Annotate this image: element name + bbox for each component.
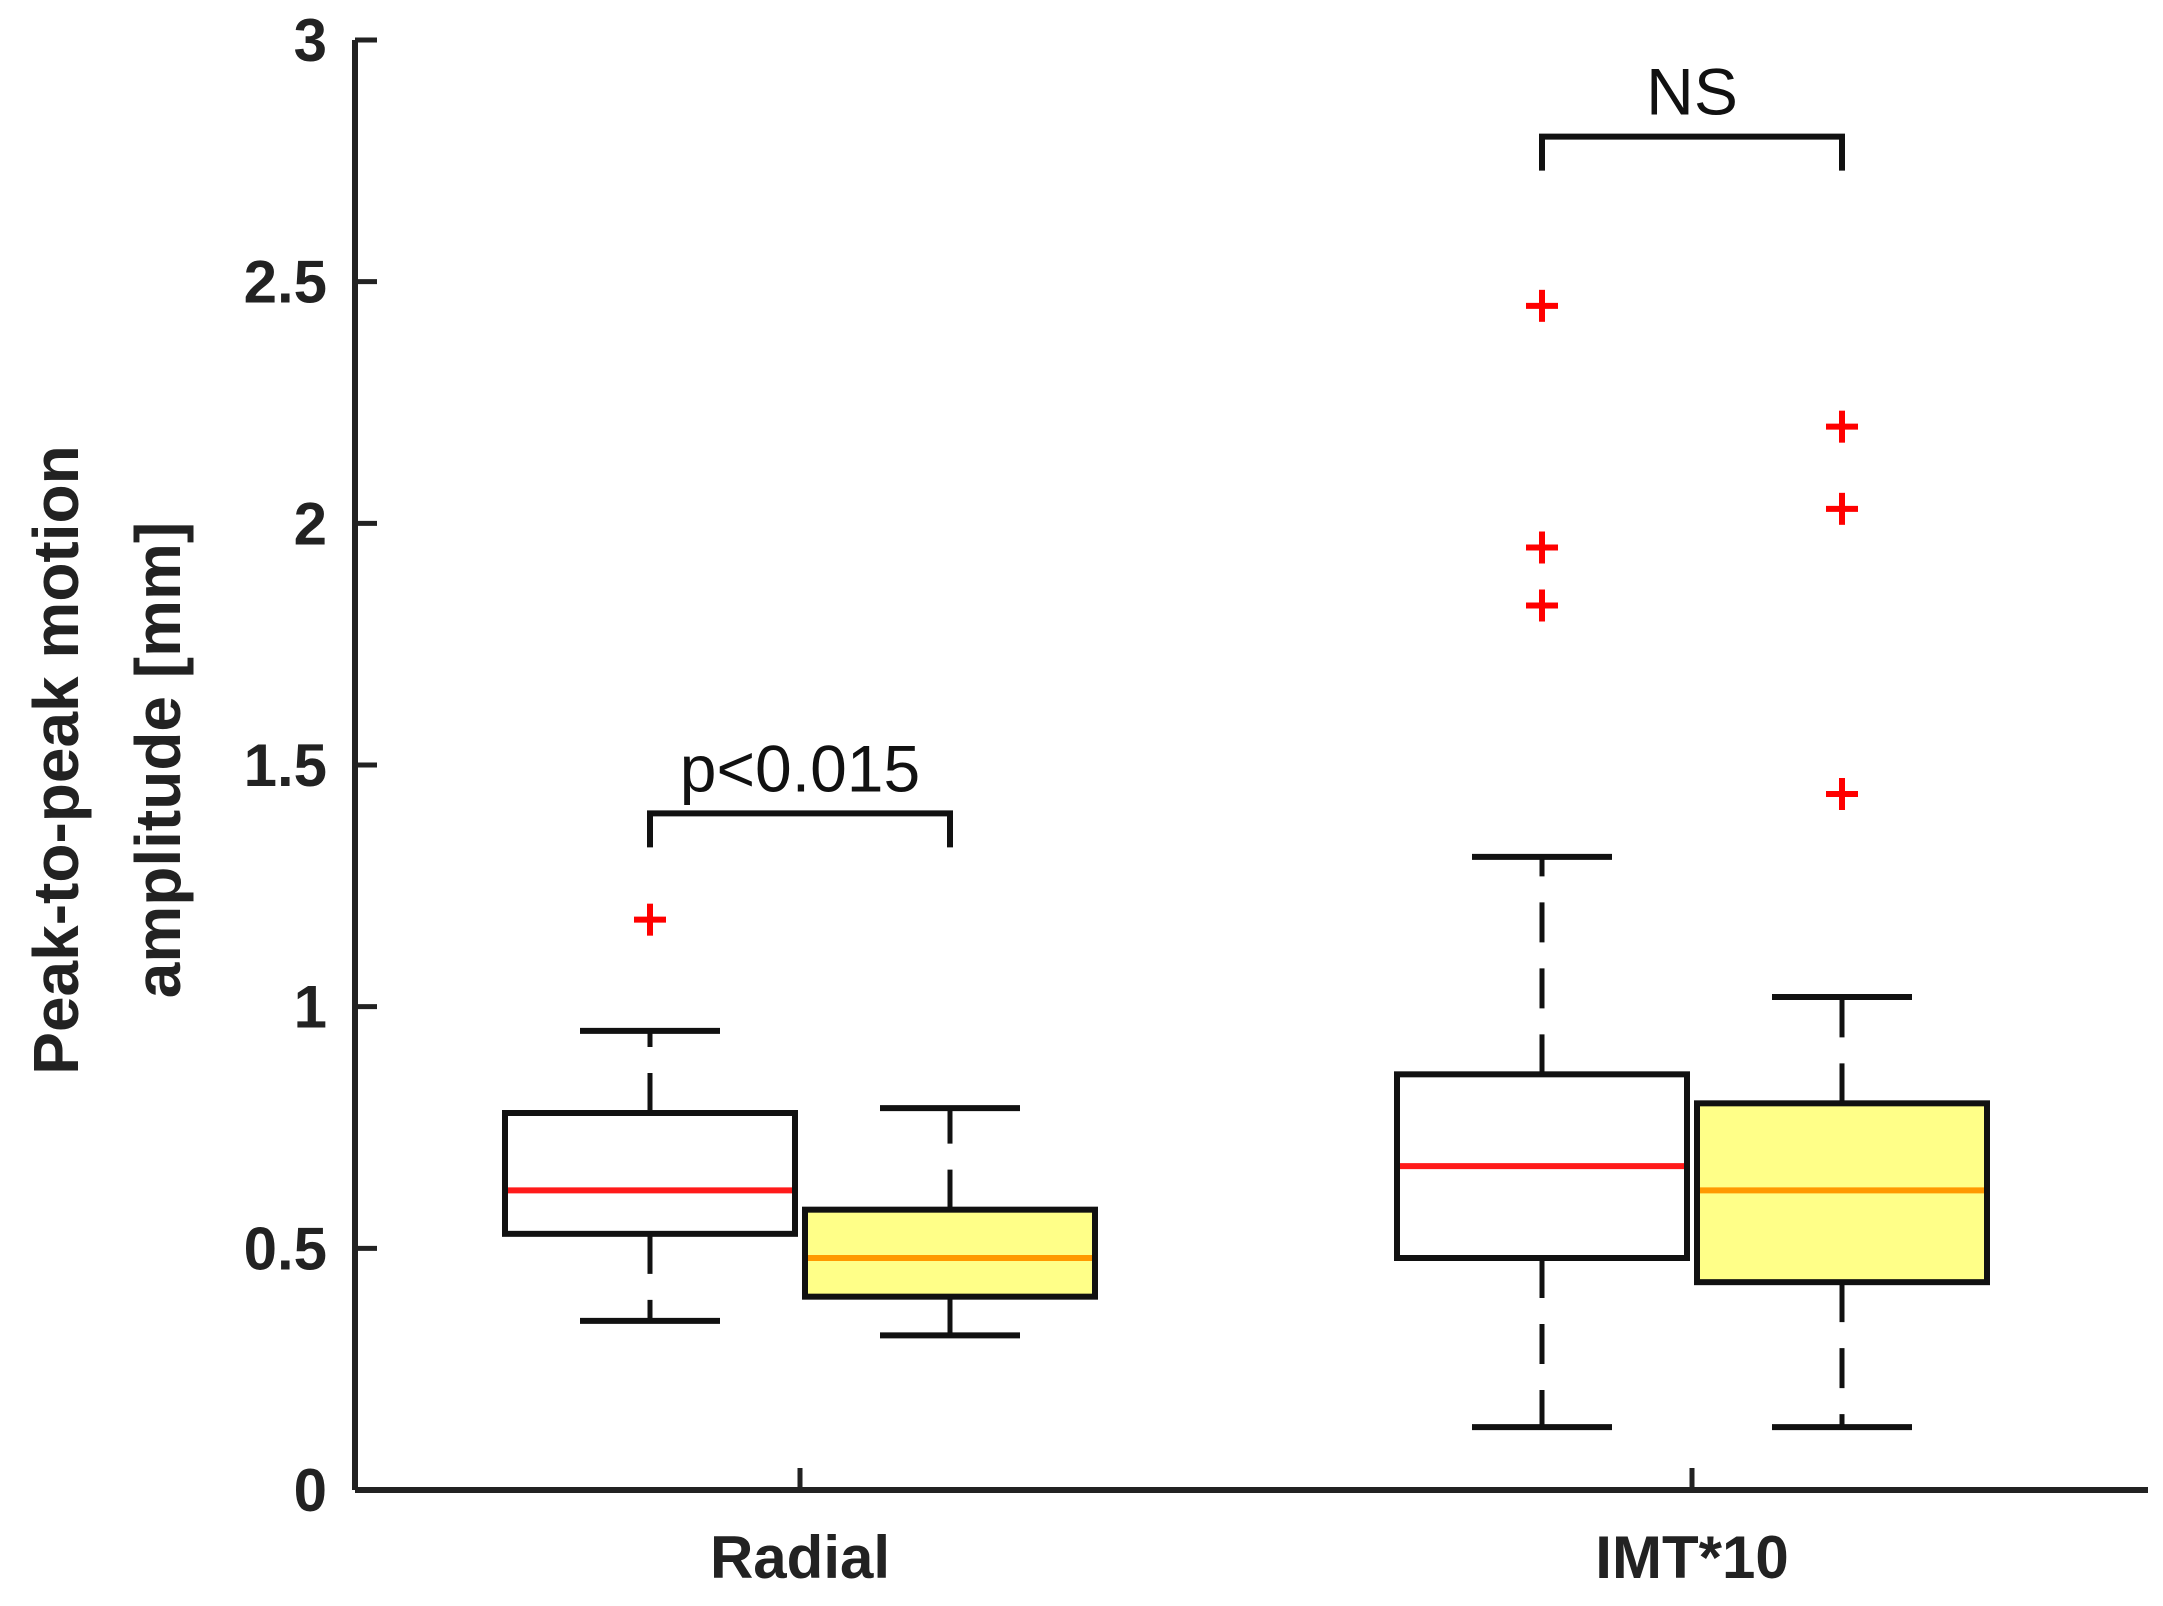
y-tick-label: 2 <box>294 490 327 557</box>
y-tick-label: 1 <box>294 974 327 1041</box>
significance-bracket: NS <box>1539 55 1845 171</box>
significance-annotations: p<0.015 NS <box>647 55 1845 848</box>
significance-label: NS <box>1646 55 1738 129</box>
y-axis-label-line-2: amplitude [mm] <box>122 522 194 998</box>
outlier-marker <box>1526 589 1558 622</box>
significance-bracket: p<0.015 <box>647 731 953 848</box>
box-imt10-group-1 <box>1394 853 1690 1431</box>
outlier-marker <box>634 903 666 936</box>
boxes <box>502 853 1990 1431</box>
outlier-marker <box>1826 778 1858 810</box>
x-ticks: Radial IMT*10 <box>710 1468 1789 1591</box>
outlier-marker <box>1826 410 1858 443</box>
bracket-line <box>647 810 953 848</box>
interquartile-box <box>502 1110 798 1237</box>
y-axis-label: Peak-to-peak motion amplitude [mm] <box>20 445 194 1074</box>
interquartile-box <box>802 1206 1098 1300</box>
outliers <box>634 289 1858 936</box>
box-imt10-group-2 <box>1694 994 1990 1431</box>
bracket-line <box>1539 133 1845 171</box>
y-ticks: 0 0.5 1 1.5 2 2.5 3 <box>244 7 377 1524</box>
outlier-marker <box>1826 492 1858 525</box>
box-radial-group-2 <box>802 1105 1098 1339</box>
x-tick-label: IMT*10 <box>1595 1524 1788 1591</box>
y-tick-label: 1.5 <box>244 732 327 799</box>
y-axis-label-line-1: Peak-to-peak motion <box>20 445 92 1074</box>
significance-label: p<0.015 <box>680 731 920 805</box>
outlier-marker <box>1526 531 1558 564</box>
box-radial-group-1 <box>502 1027 798 1324</box>
y-tick-label: 0 <box>294 1457 327 1524</box>
x-tick-label: Radial <box>710 1524 890 1591</box>
y-tick-label: 2.5 <box>244 249 327 316</box>
outlier-marker <box>1526 289 1558 322</box>
y-tick-label: 0.5 <box>244 1215 327 1282</box>
y-tick-label: 3 <box>294 7 327 74</box>
